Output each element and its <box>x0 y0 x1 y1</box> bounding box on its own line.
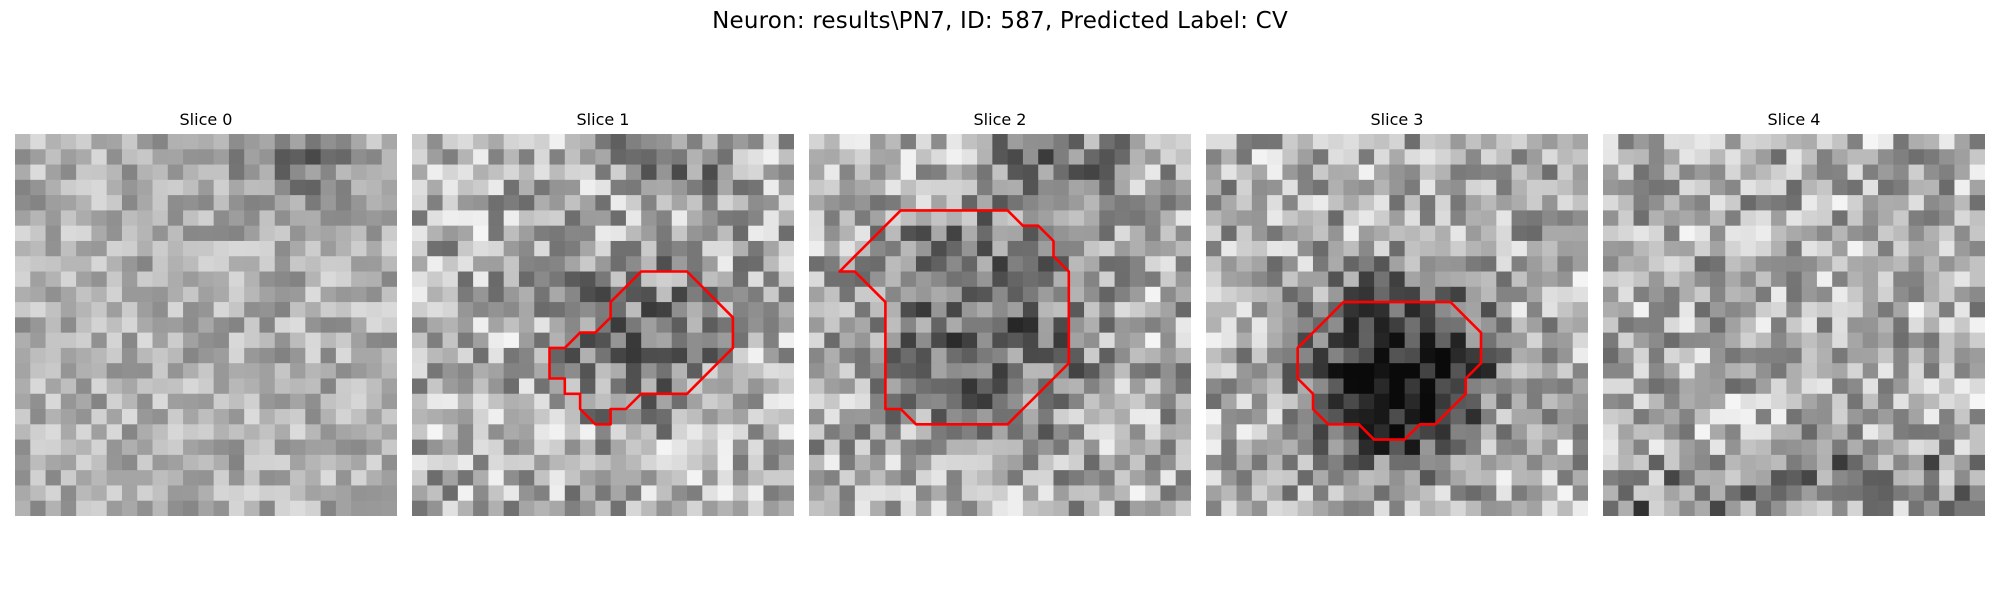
slice-pixel-grid <box>809 134 1191 516</box>
slice-pixel-grid <box>1206 134 1588 516</box>
slice-title: Slice 1 <box>576 110 630 129</box>
slice-title: Slice 3 <box>1370 110 1424 129</box>
slice-pixel-grid <box>412 134 794 516</box>
slice-pixel-grid <box>15 134 397 516</box>
slice-title: Slice 2 <box>973 110 1027 129</box>
roi-contour <box>838 209 1071 426</box>
slice-image <box>412 134 794 516</box>
slice-title: Slice 4 <box>1767 110 1821 129</box>
slice-image <box>15 134 397 516</box>
slice-panel-1: Slice 1 <box>412 108 794 516</box>
slice-image <box>809 134 1191 516</box>
roi-contour <box>1296 300 1483 441</box>
slice-image <box>1603 134 1985 516</box>
slice-pixel-grid <box>1603 134 1985 516</box>
slice-image <box>1206 134 1588 516</box>
roi-contour <box>548 270 735 426</box>
slice-panel-2: Slice 2 <box>809 108 1191 516</box>
slice-title: Slice 0 <box>179 110 233 129</box>
slice-panel-0: Slice 0 <box>15 108 397 516</box>
slice-panel-3: Slice 3 <box>1206 108 1588 516</box>
figure-title: Neuron: results\PN7, ID: 587, Predicted … <box>712 8 1288 34</box>
slice-panel-4: Slice 4 <box>1603 108 1985 516</box>
